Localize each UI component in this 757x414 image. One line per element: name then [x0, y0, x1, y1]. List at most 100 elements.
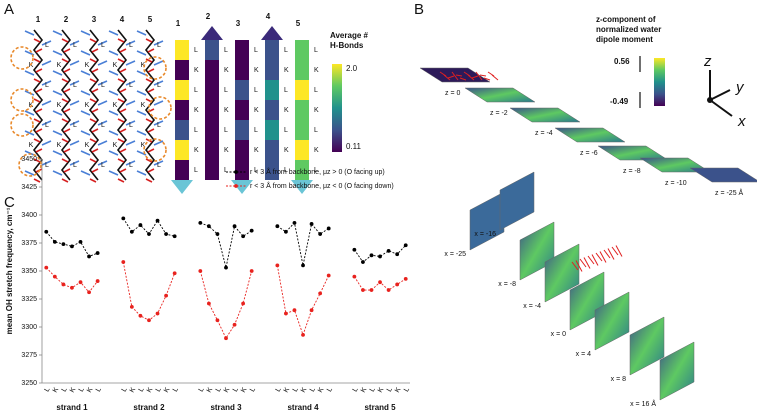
highlight-circle [148, 96, 172, 120]
carbonyl [117, 98, 125, 103]
residue-label: K [141, 142, 146, 149]
legend-marker [234, 184, 238, 188]
x-tick-label: L [95, 386, 103, 393]
y-tick-label: 3375 [21, 240, 37, 247]
water-dipole [455, 74, 463, 77]
strand-segment [235, 120, 249, 140]
x-tick-label: K [223, 386, 232, 394]
residue-label: K [254, 107, 259, 114]
colorbar-title: dipole moment [596, 35, 653, 44]
side-chain [80, 150, 91, 156]
side-chain [41, 60, 52, 66]
side-chain [24, 150, 35, 156]
carbonyl [117, 158, 125, 163]
y-tick-label: 3350 [21, 268, 37, 275]
side-chain [69, 80, 80, 86]
side-chain [108, 110, 119, 116]
carbonyl [147, 128, 155, 133]
residue-label: K [254, 147, 259, 154]
x-tick-label: K [300, 386, 309, 394]
strand-segment [265, 160, 279, 180]
side-chain [80, 130, 91, 136]
panel-label: C [4, 194, 15, 211]
carbonyl [147, 48, 155, 53]
strand-number: 2 [64, 15, 69, 24]
data-point [232, 224, 237, 229]
x-slice-label: x = -8 [498, 281, 516, 288]
residue-label: L [194, 47, 198, 54]
backbone [88, 29, 100, 181]
carbonyl [91, 88, 99, 93]
carbonyl [33, 58, 41, 63]
side-chain [153, 60, 164, 66]
colorbar-title: Average # [330, 31, 369, 40]
colorbar-title: normalized water [596, 25, 661, 34]
data-point [395, 252, 400, 257]
carbonyl [63, 108, 71, 113]
x-tick-label: L [215, 386, 223, 393]
residue-label: L [194, 167, 198, 174]
residue-label: K [284, 147, 289, 154]
group-label: strand 3 [210, 403, 242, 412]
z-slice-label: z = -4 [535, 130, 553, 137]
x-tick-label: K [240, 386, 249, 394]
panel-label: B [414, 1, 424, 18]
carbonyl [35, 128, 43, 133]
side-chain [136, 30, 147, 36]
axis-name: z [703, 53, 712, 70]
side-chain [80, 90, 91, 96]
residue-label: L [129, 82, 133, 89]
data-point [44, 229, 49, 234]
side-chain [108, 50, 119, 56]
side-chain [52, 50, 63, 56]
side-chain [136, 70, 147, 76]
side-chain [52, 110, 63, 116]
side-chain [69, 160, 80, 166]
data-point [241, 234, 246, 239]
side-chain [24, 130, 35, 136]
residue-label: L [254, 47, 258, 54]
panel-label: A [4, 1, 14, 18]
residue-label: L [314, 47, 318, 54]
side-chain [80, 30, 91, 36]
axis-name: y [735, 79, 745, 96]
carbonyl [119, 148, 127, 153]
strand-segment [175, 60, 189, 80]
colorbar [654, 58, 665, 106]
strand-number: 3 [236, 19, 241, 28]
strand-segment [175, 120, 189, 140]
strand-number: 5 [296, 19, 301, 28]
data-point [292, 220, 297, 225]
side-chain [52, 130, 63, 136]
carbonyl [61, 158, 69, 163]
data-point [361, 288, 365, 292]
y-tick-label: 3300 [21, 324, 37, 331]
residue-label: L [157, 42, 161, 49]
carbonyl [33, 38, 41, 43]
data-point [369, 253, 374, 258]
carbonyl [63, 68, 71, 73]
data-point [378, 254, 382, 259]
strand-segment [265, 140, 279, 160]
series-line [45, 218, 407, 268]
carbonyl [117, 78, 125, 83]
strand-segment [265, 40, 279, 60]
carbonyl [145, 58, 153, 63]
residue-label: L [224, 47, 228, 54]
carbonyl [89, 38, 97, 43]
z-slice [689, 167, 757, 183]
data-point [395, 282, 400, 287]
strand-segment [205, 80, 219, 100]
x-tick-label: L [352, 386, 360, 393]
water-dipole [615, 245, 623, 257]
side-chain [125, 120, 136, 126]
data-point [309, 222, 314, 226]
data-point [121, 216, 126, 221]
carbonyl [63, 128, 71, 133]
side-chain [97, 160, 108, 166]
residue-label: L [129, 42, 133, 49]
side-chain [153, 40, 164, 46]
z-slice-label: z = -6 [580, 150, 598, 157]
water-dipole [587, 255, 595, 265]
strand-segment [175, 40, 189, 60]
